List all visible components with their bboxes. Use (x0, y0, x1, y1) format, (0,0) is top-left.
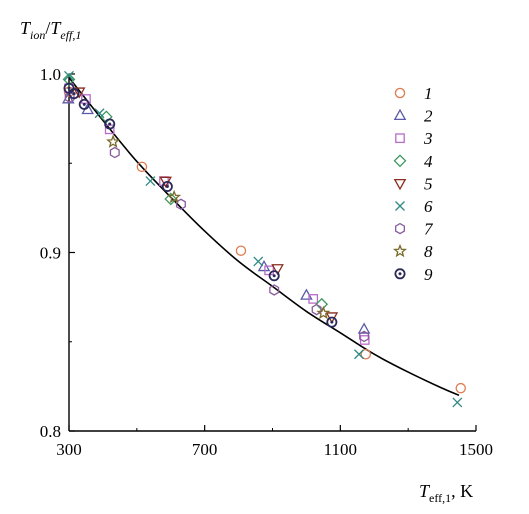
data-point-series-6 (64, 70, 74, 81)
data-point-series-9 (78, 98, 90, 110)
data-point-series-7 (269, 284, 280, 296)
x-tick-label: 1100 (324, 440, 357, 459)
legend-marker-series-9 (394, 268, 406, 280)
legend-marker-series-6 (395, 201, 405, 211)
legend-label-series-1: 1 (424, 84, 433, 103)
legend-label-series-3: 3 (423, 129, 433, 148)
legend-marker-series-5 (393, 178, 407, 191)
data-point-series-9 (268, 270, 280, 282)
data-point-series-8 (167, 189, 182, 204)
legend-marker-series-2 (393, 108, 407, 121)
legend-label-series-4: 4 (424, 152, 433, 171)
data-point-series-9 (326, 316, 338, 328)
y-tick-label: 1.0 (40, 65, 61, 84)
data-point-series-7 (109, 146, 120, 159)
data-point-series-1 (136, 161, 148, 173)
legend-marker-series-1 (394, 87, 406, 99)
data-point-series-6 (145, 176, 156, 187)
data-point-series-8 (316, 305, 331, 320)
y-axis-label: Tion/Teff,1 (20, 18, 81, 42)
data-point-series-5 (271, 264, 284, 276)
data-point-series-9 (68, 88, 80, 100)
x-tick-label: 700 (192, 440, 218, 459)
data-point-series-4 (62, 72, 76, 86)
data-point-series-1 (235, 245, 247, 256)
data-point-series-1 (360, 348, 372, 360)
legend-label-series-2: 2 (424, 107, 433, 126)
x-tick-label: 300 (56, 440, 82, 459)
legend: 1 2 3 4 5 6 7 8 9 (392, 84, 434, 284)
data-point-series-6 (452, 397, 463, 408)
x-tick-label: 1500 (459, 440, 493, 459)
axis-labels: Tion/Teff,1 Teff,1, K (20, 18, 473, 505)
data-point-series-4 (99, 110, 113, 124)
data-point-series-8 (106, 134, 121, 148)
legend-marker-series-7 (395, 222, 405, 235)
legend-label-series-5: 5 (424, 174, 433, 193)
legend-marker-series-4 (393, 154, 407, 168)
data-point-series-1 (455, 382, 466, 394)
legend-marker-series-3 (395, 133, 405, 144)
data-point-series-6 (354, 349, 364, 360)
x-axis-label: Teff,1, K (419, 481, 473, 505)
legend-label-series-7: 7 (424, 220, 434, 239)
legend-marker-series-8 (392, 243, 408, 258)
y-tick-label: 0.8 (40, 422, 61, 441)
data-point-series-2 (357, 322, 371, 334)
fit-curve-layer (68, 77, 460, 397)
data-point-series-7 (359, 330, 370, 343)
legend-label-series-9: 9 (424, 265, 433, 284)
data-point-series-5 (72, 87, 86, 99)
data-point-series-3 (81, 94, 91, 104)
legend-label-series-6: 6 (424, 197, 433, 216)
data-point-series-3 (308, 294, 319, 304)
data-point-series-7 (311, 303, 322, 316)
data-points-layer (62, 70, 466, 408)
data-point-series-4 (164, 192, 178, 206)
data-point-series-6 (94, 108, 105, 119)
data-point-series-4 (315, 297, 329, 311)
data-point-series-9 (161, 180, 173, 192)
data-point-series-9 (104, 118, 116, 130)
axes: 300 700 1100 1500 0.8 0.9 1.0 (40, 65, 493, 459)
legend-label-series-8: 8 (424, 242, 433, 261)
y-tick-label: 0.9 (40, 244, 61, 263)
fit-curve (68, 77, 460, 397)
data-point-series-6 (253, 256, 264, 267)
